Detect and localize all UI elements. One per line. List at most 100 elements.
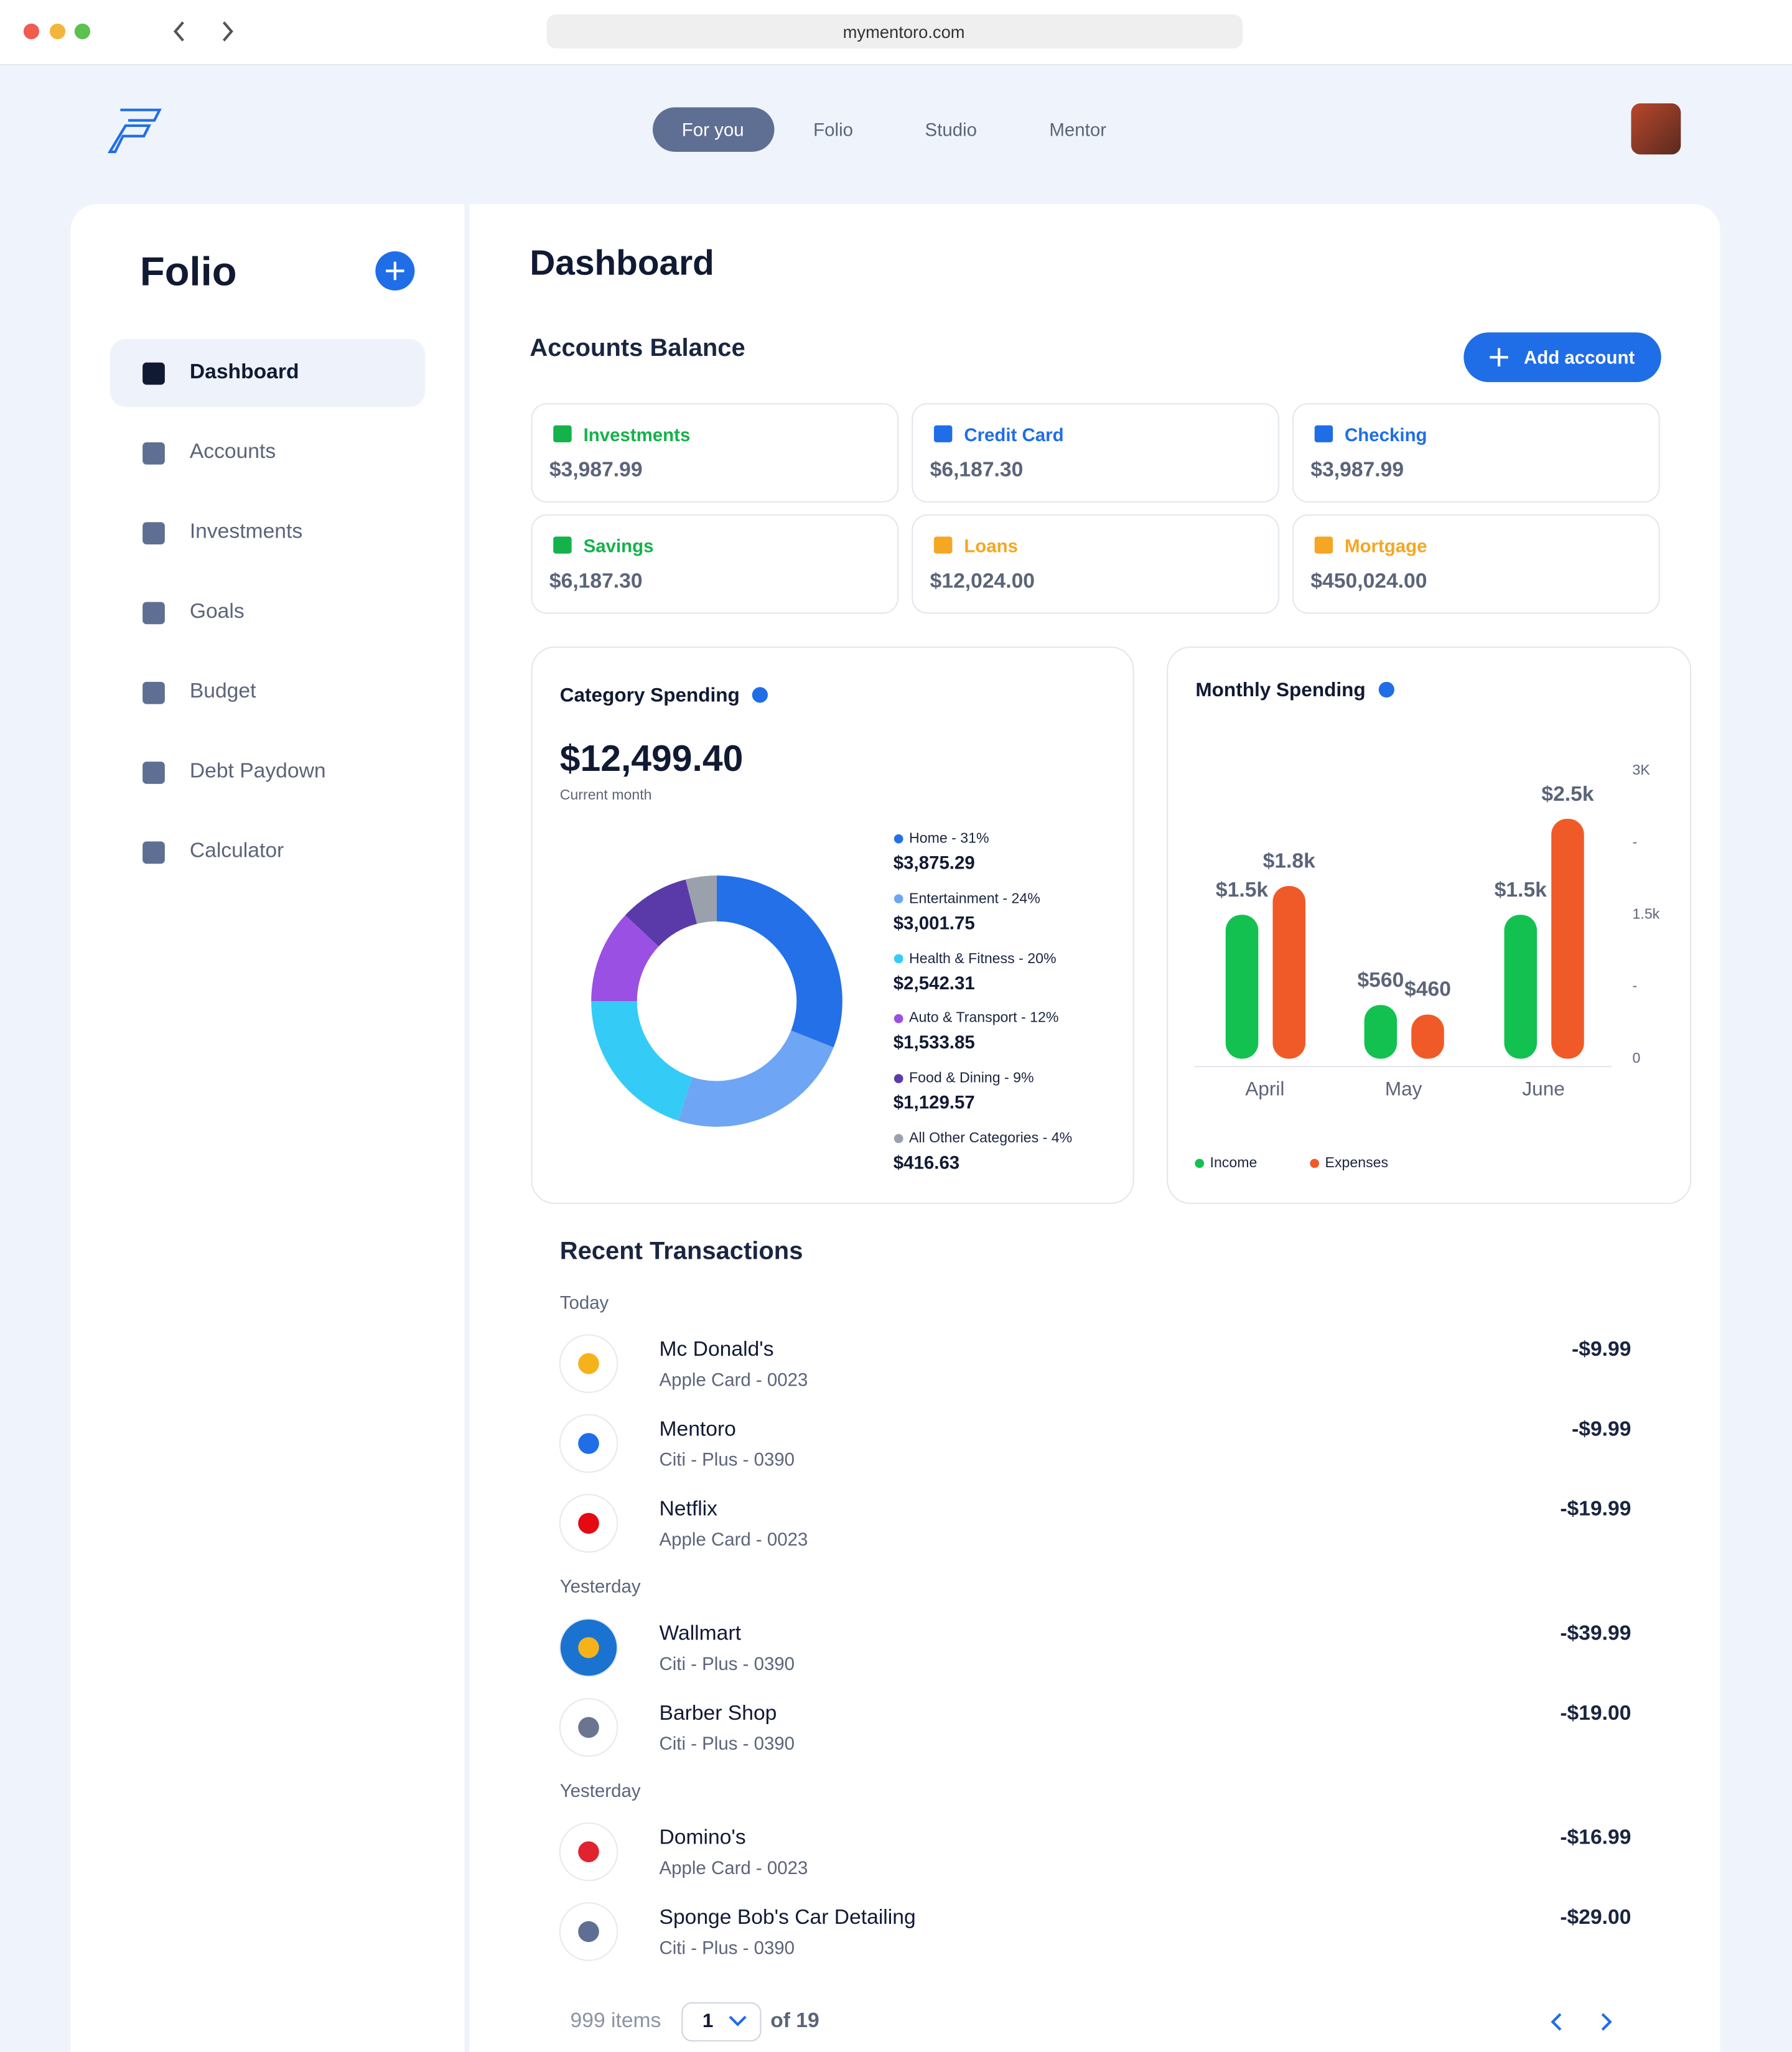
account-icon: [553, 536, 572, 554]
merchant-name[interactable]: Barber Shop: [659, 1702, 777, 1725]
bar: [1551, 818, 1584, 1059]
legend-dot: [894, 834, 903, 844]
amount: -$16.99: [1560, 1827, 1631, 1849]
legend-dot: [1195, 1159, 1205, 1168]
account-label: Apple Card - 0023: [659, 1369, 808, 1390]
merchant-name[interactable]: Mentoro: [659, 1418, 736, 1441]
menu-item[interactable]: Calculator: [189, 840, 284, 863]
button-label[interactable]: Add account: [1524, 347, 1635, 368]
page-select[interactable]: [681, 2002, 762, 2042]
group-label: Yesterday: [559, 1575, 641, 1597]
legend-amount: $2,542.31: [893, 971, 975, 993]
value-label: $460: [1404, 979, 1451, 1002]
menu-item[interactable]: Accounts: [189, 441, 276, 464]
menu-item[interactable]: Goals: [189, 600, 245, 623]
y-tick-label: 1.5k: [1632, 907, 1660, 923]
account-balance: $3,987.99: [549, 459, 643, 482]
account-balance: $12,024.00: [930, 571, 1035, 593]
legend-amount: $3,875.29: [893, 852, 975, 873]
menu-icon: [142, 602, 165, 625]
merchant-name[interactable]: Wallmart: [659, 1623, 741, 1645]
avatar[interactable]: [1631, 103, 1681, 155]
account-card[interactable]: [1292, 514, 1660, 614]
value-label: $1.5k: [1215, 879, 1269, 902]
legend-amount: $416.63: [893, 1151, 960, 1173]
nav-item[interactable]: Folio: [813, 119, 854, 141]
account-label: Citi - Plus - 0390: [659, 1653, 795, 1674]
legend-label: Entertainment - 24%: [909, 890, 1040, 907]
info-icon[interactable]: [1378, 681, 1394, 698]
merchant-name[interactable]: Domino's: [659, 1827, 746, 1849]
item-count: 999 items: [570, 2010, 661, 2033]
account-label: Citi - Plus - 0390: [659, 1448, 795, 1470]
menu-icon: [142, 762, 165, 784]
active-nav-pill[interactable]: [652, 107, 775, 152]
account-icon: [1314, 425, 1333, 442]
amount: -$29.00: [1560, 1906, 1631, 1929]
merchant-mark: [578, 1717, 599, 1738]
logo[interactable]: [107, 108, 162, 154]
y-tick-label: 3K: [1632, 763, 1650, 779]
donut-segment: [717, 875, 842, 1048]
info-icon[interactable]: [752, 687, 768, 703]
legend-dot: [894, 1134, 903, 1144]
account-card[interactable]: [531, 514, 899, 614]
amount: -$39.99: [1560, 1623, 1631, 1645]
bar: [1272, 885, 1305, 1059]
legend-dot: [894, 954, 903, 964]
menu-item[interactable]: Investments: [189, 521, 303, 543]
account-balance: $6,187.30: [930, 459, 1024, 482]
legend-label: Food & Dining - 9%: [909, 1070, 1034, 1087]
account-card[interactable]: [912, 514, 1279, 614]
menu-icon: [142, 681, 165, 704]
legend-dot: [1310, 1159, 1320, 1168]
legend-label: Auto & Transport - 12%: [909, 1010, 1059, 1027]
legend-label: All Other Categories - 4%: [909, 1131, 1073, 1147]
merchant-mark: [578, 1513, 599, 1534]
max-dot[interactable]: [74, 23, 91, 40]
pager-arrows[interactable]: [729, 2013, 1612, 2031]
donut-segment: [685, 875, 717, 924]
merchant-name[interactable]: Sponge Bob's Car Detailing: [659, 1906, 916, 1929]
min-dot[interactable]: [49, 23, 66, 40]
legend-amount: $1,533.85: [893, 1032, 975, 1053]
account-card[interactable]: [531, 403, 899, 503]
legend-label: Expenses: [1325, 1155, 1389, 1172]
account-icon: [933, 536, 953, 554]
url-bar[interactable]: [546, 14, 1243, 49]
legend-label: Health & Fitness - 20%: [909, 951, 1057, 967]
section-title: Accounts Balance: [530, 335, 745, 363]
monthly-card: [1167, 646, 1692, 1205]
total: $12,499.40: [559, 738, 744, 779]
nav-arrows[interactable]: [173, 21, 233, 42]
donut-segment: [678, 1030, 834, 1127]
account-icon: [1314, 536, 1333, 554]
account-name: Mortgage: [1345, 535, 1427, 556]
account-name: Credit Card: [964, 424, 1064, 445]
amount: -$9.99: [1572, 1338, 1631, 1361]
account-icon: [933, 425, 953, 442]
donut-segment: [591, 915, 659, 1002]
bar: [1411, 1014, 1444, 1059]
menu-item[interactable]: Budget: [189, 680, 256, 703]
x-tick-label: May: [1384, 1078, 1422, 1101]
menu-item[interactable]: Debt Paydown: [189, 760, 326, 783]
close-dot[interactable]: [23, 23, 40, 40]
account-icon: [553, 425, 572, 442]
page-number[interactable]: 1: [702, 2010, 714, 2033]
nav-item[interactable]: Mentor: [1049, 119, 1107, 141]
nav-item[interactable]: Studio: [925, 119, 978, 141]
nav-item[interactable]: For you: [681, 119, 744, 141]
account-card[interactable]: [1292, 403, 1660, 503]
plus: [1490, 348, 1508, 366]
account-card[interactable]: [912, 403, 1279, 503]
account-name: Loans: [964, 535, 1018, 556]
menu-item[interactable]: Dashboard: [189, 361, 299, 384]
legend-label: Home - 31%: [909, 831, 989, 847]
merchant-name[interactable]: Mc Donald's: [659, 1338, 774, 1361]
merchant-name[interactable]: Netflix: [659, 1498, 717, 1521]
value-label: $1.8k: [1262, 851, 1315, 873]
sidebar-title: Folio: [139, 248, 237, 295]
x-tick-label: April: [1245, 1078, 1285, 1101]
